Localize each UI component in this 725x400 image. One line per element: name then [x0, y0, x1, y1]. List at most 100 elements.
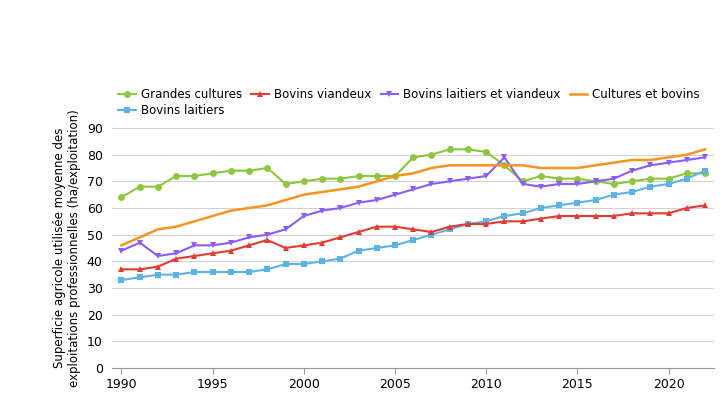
Grandes cultures — [172, 174, 181, 178]
Bovins laitiers et viandeux — [500, 155, 509, 160]
Cultures et bovins — [117, 243, 126, 248]
Cultures et bovins — [355, 184, 363, 189]
Grandes cultures — [573, 176, 581, 181]
Grandes cultures — [482, 150, 491, 154]
Bovins laitiers et viandeux — [518, 182, 527, 186]
Bovins laitiers et viandeux — [336, 206, 344, 210]
Grandes cultures — [555, 176, 563, 181]
Bovins laitiers — [500, 214, 509, 218]
Bovins laitiers — [117, 278, 126, 282]
Grandes cultures — [208, 171, 217, 176]
Bovins laitiers — [700, 168, 709, 173]
Bovins viandeux — [172, 256, 181, 261]
Cultures et bovins — [172, 224, 181, 229]
Cultures et bovins — [245, 206, 254, 210]
Legend: Grandes cultures, Bovins laitiers, Bovins viandeux, Bovins laitiers et viandeux,: Grandes cultures, Bovins laitiers, Bovin… — [118, 88, 700, 117]
Bovins viandeux — [318, 240, 326, 245]
Line: Bovins laitiers: Bovins laitiers — [119, 168, 708, 283]
Cultures et bovins — [445, 163, 454, 168]
Bovins viandeux — [555, 214, 563, 218]
Bovins laitiers — [208, 270, 217, 274]
Cultures et bovins — [536, 166, 545, 170]
Cultures et bovins — [154, 227, 162, 232]
Bovins laitiers et viandeux — [117, 248, 126, 253]
Grandes cultures — [628, 179, 637, 184]
Bovins laitiers — [245, 270, 254, 274]
Cultures et bovins — [336, 187, 344, 192]
Bovins laitiers et viandeux — [700, 155, 709, 160]
Bovins viandeux — [610, 214, 618, 218]
Bovins laitiers et viandeux — [373, 198, 381, 202]
Cultures et bovins — [700, 147, 709, 152]
Grandes cultures — [518, 179, 527, 184]
Grandes cultures — [136, 184, 144, 189]
Cultures et bovins — [463, 163, 472, 168]
Grandes cultures — [409, 155, 418, 160]
Grandes cultures — [355, 174, 363, 178]
Cultures et bovins — [518, 163, 527, 168]
Bovins viandeux — [263, 238, 272, 242]
Cultures et bovins — [263, 203, 272, 208]
Bovins viandeux — [136, 267, 144, 272]
Bovins laitiers — [281, 262, 290, 266]
Bovins laitiers — [592, 198, 600, 202]
Bovins laitiers et viandeux — [391, 192, 399, 197]
Bovins laitiers et viandeux — [463, 176, 472, 181]
Bovins laitiers et viandeux — [628, 168, 637, 173]
Bovins viandeux — [646, 211, 655, 216]
Bovins viandeux — [592, 214, 600, 218]
Bovins laitiers et viandeux — [208, 243, 217, 248]
Cultures et bovins — [555, 166, 563, 170]
Grandes cultures — [245, 168, 254, 173]
Bovins viandeux — [208, 251, 217, 256]
Bovins laitiers — [336, 256, 344, 261]
Cultures et bovins — [573, 166, 581, 170]
Grandes cultures — [427, 152, 436, 157]
Bovins laitiers — [664, 182, 673, 186]
Bovins viandeux — [500, 219, 509, 224]
Bovins laitiers — [355, 248, 363, 253]
Grandes cultures — [682, 171, 691, 176]
Grandes cultures — [318, 176, 326, 181]
Bovins laitiers et viandeux — [154, 254, 162, 258]
Bovins laitiers — [518, 211, 527, 216]
Bovins laitiers et viandeux — [427, 182, 436, 186]
Bovins laitiers — [373, 246, 381, 250]
Bovins laitiers — [172, 272, 181, 277]
Bovins laitiers — [445, 227, 454, 232]
Bovins laitiers et viandeux — [299, 214, 308, 218]
Bovins laitiers et viandeux — [409, 187, 418, 192]
Cultures et bovins — [208, 214, 217, 218]
Cultures et bovins — [190, 219, 199, 224]
Grandes cultures — [610, 182, 618, 186]
Bovins laitiers — [409, 238, 418, 242]
Bovins viandeux — [226, 248, 235, 253]
Cultures et bovins — [299, 192, 308, 197]
Grandes cultures — [500, 163, 509, 168]
Bovins laitiers — [610, 192, 618, 197]
Grandes cultures — [664, 176, 673, 181]
Line: Grandes cultures: Grandes cultures — [118, 146, 708, 201]
Bovins viandeux — [154, 264, 162, 269]
Bovins laitiers — [136, 275, 144, 280]
Cultures et bovins — [628, 158, 637, 162]
Grandes cultures — [154, 184, 162, 189]
Cultures et bovins — [664, 155, 673, 160]
Grandes cultures — [336, 176, 344, 181]
Bovins laitiers — [463, 222, 472, 226]
Grandes cultures — [391, 174, 399, 178]
Bovins laitiers et viandeux — [482, 174, 491, 178]
Bovins laitiers — [190, 270, 199, 274]
Bovins viandeux — [518, 219, 527, 224]
Bovins viandeux — [409, 227, 418, 232]
Bovins viandeux — [628, 211, 637, 216]
Line: Bovins viandeux: Bovins viandeux — [118, 202, 708, 273]
Bovins viandeux — [336, 235, 344, 240]
Bovins laitiers — [427, 232, 436, 237]
Grandes cultures — [592, 179, 600, 184]
Cultures et bovins — [682, 152, 691, 157]
Bovins laitiers et viandeux — [263, 232, 272, 237]
Grandes cultures — [299, 179, 308, 184]
Bovins viandeux — [245, 243, 254, 248]
Bovins laitiers et viandeux — [682, 158, 691, 162]
